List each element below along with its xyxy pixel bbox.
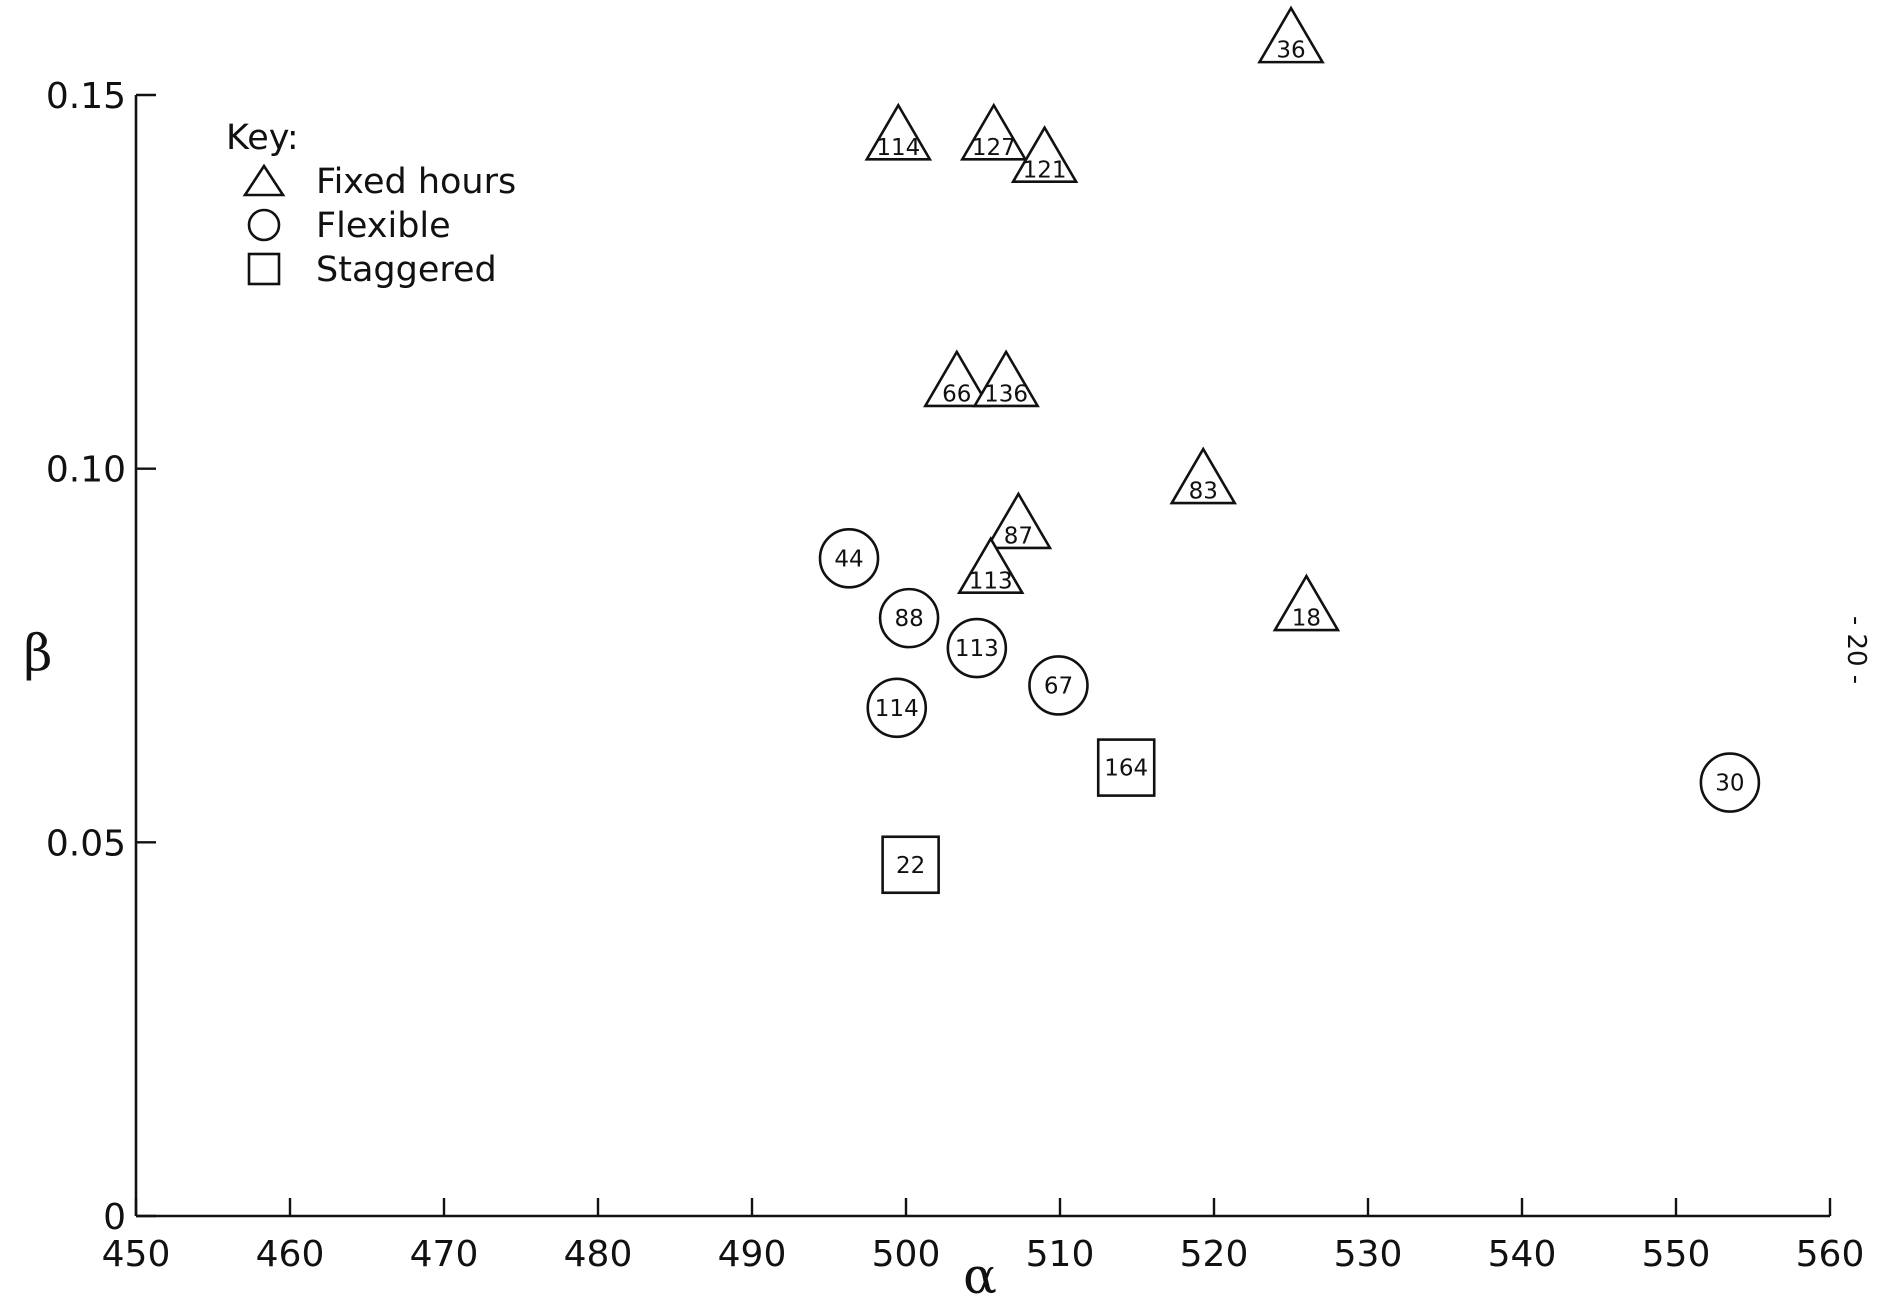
point-label: 83 bbox=[1189, 479, 1218, 505]
point-label: 164 bbox=[1104, 756, 1148, 782]
point-label: 18 bbox=[1292, 606, 1321, 632]
triangle-marker bbox=[923, 349, 991, 408]
series-circle: 44 88 113 114 67 30 bbox=[818, 528, 1761, 813]
point-label: 36 bbox=[1276, 38, 1305, 64]
data-points: 36 114 127 121 66 136 83 87 113 18 44 88 113 114 67 30 1… bbox=[818, 5, 1761, 895]
data-point: 36 bbox=[1257, 5, 1325, 64]
y-tick-label: 0.10 bbox=[46, 450, 126, 491]
data-point: 114 bbox=[864, 102, 933, 161]
legend-label: Fixed hours bbox=[316, 162, 516, 202]
data-point: 87 bbox=[984, 491, 1053, 550]
data-point: 44 bbox=[818, 528, 880, 589]
data-point: 127 bbox=[960, 102, 1028, 161]
y-tick-label: 0.15 bbox=[46, 76, 126, 117]
square-marker bbox=[1096, 738, 1156, 797]
data-point: 121 bbox=[1010, 125, 1079, 183]
triangle-marker bbox=[1010, 125, 1079, 183]
x-tick-label: 510 bbox=[1026, 1234, 1095, 1275]
data-point: 164 bbox=[1096, 738, 1156, 797]
point-label: 66 bbox=[942, 381, 971, 407]
circle-marker bbox=[866, 677, 928, 739]
data-point: 83 bbox=[1169, 446, 1237, 505]
data-point: 136 bbox=[972, 349, 1040, 408]
point-label: 113 bbox=[955, 636, 999, 662]
legend-square-icon bbox=[247, 252, 281, 286]
circle-marker bbox=[878, 587, 940, 649]
y-tick-label: 0 bbox=[103, 1197, 126, 1238]
data-point: 67 bbox=[1028, 655, 1089, 716]
x-axis-title: α bbox=[963, 1247, 997, 1305]
x-tick-label: 500 bbox=[872, 1234, 941, 1275]
legend-circle-icon bbox=[247, 208, 281, 242]
x-tick-label: 490 bbox=[718, 1234, 787, 1275]
point-label: 67 bbox=[1044, 673, 1073, 699]
point-label: 127 bbox=[972, 135, 1016, 161]
point-label: 44 bbox=[834, 546, 863, 572]
square-marker bbox=[881, 835, 940, 895]
point-label: 113 bbox=[969, 568, 1013, 594]
legend-title: Key: bbox=[226, 118, 299, 158]
circle-marker bbox=[818, 528, 880, 589]
legend-triangle-icon bbox=[242, 163, 286, 197]
point-label: 22 bbox=[896, 853, 925, 879]
page-number: - 20 - bbox=[1841, 616, 1871, 684]
x-tick-label: 450 bbox=[102, 1234, 171, 1275]
y-axis-title: β bbox=[24, 624, 53, 682]
x-tick-label: 520 bbox=[1180, 1234, 1249, 1275]
triangle-marker bbox=[1272, 573, 1341, 632]
triangle-marker bbox=[864, 102, 933, 161]
data-point: 88 bbox=[878, 587, 940, 649]
triangle-marker bbox=[960, 102, 1028, 161]
triangle-marker bbox=[1169, 446, 1237, 505]
axes: 450 460 470 480 490 500 510 520 530 540 550 560 0 0.… bbox=[46, 76, 1865, 1275]
series-triangle: 36 114 127 121 66 136 83 87 113 18 bbox=[864, 5, 1341, 632]
x-tick-label: 530 bbox=[1334, 1234, 1403, 1275]
x-tick-label: 560 bbox=[1796, 1234, 1865, 1275]
x-tick-label: 460 bbox=[256, 1234, 325, 1275]
triangle-marker bbox=[956, 536, 1025, 595]
point-label: 30 bbox=[1715, 771, 1744, 797]
series-square: 164 22 bbox=[881, 738, 1156, 895]
x-tick-label: 470 bbox=[410, 1234, 479, 1275]
data-point: 30 bbox=[1699, 752, 1761, 813]
point-label: 121 bbox=[1023, 157, 1067, 183]
data-point: 22 bbox=[881, 835, 940, 895]
y-ticks: 0 0.05 0.10 0.15 bbox=[46, 76, 156, 1238]
data-point: 113 bbox=[956, 536, 1025, 595]
x-tick-label: 540 bbox=[1488, 1234, 1557, 1275]
point-label: 88 bbox=[894, 606, 923, 632]
point-label: 114 bbox=[876, 135, 920, 161]
data-point: 113 bbox=[946, 617, 1008, 679]
triangle-marker bbox=[972, 349, 1040, 408]
circle-marker bbox=[1699, 752, 1761, 813]
legend-label: Flexible bbox=[316, 206, 451, 246]
point-label: 136 bbox=[984, 381, 1028, 407]
circle-marker bbox=[1028, 655, 1089, 716]
x-tick-label: 550 bbox=[1642, 1234, 1711, 1275]
circle-marker bbox=[946, 617, 1008, 679]
triangle-marker bbox=[984, 491, 1053, 550]
x-tick-label: 480 bbox=[564, 1234, 633, 1275]
point-label: 87 bbox=[1004, 523, 1033, 549]
data-point: 18 bbox=[1272, 573, 1341, 632]
point-label: 114 bbox=[875, 696, 919, 722]
data-point: 66 bbox=[923, 349, 991, 408]
legend-label: Staggered bbox=[316, 250, 497, 290]
x-ticks: 450 460 470 480 490 500 510 520 530 540 550 560 bbox=[102, 1198, 1865, 1275]
triangle-marker bbox=[1257, 5, 1325, 64]
data-point: 114 bbox=[866, 677, 928, 739]
y-tick-label: 0.05 bbox=[46, 823, 126, 864]
